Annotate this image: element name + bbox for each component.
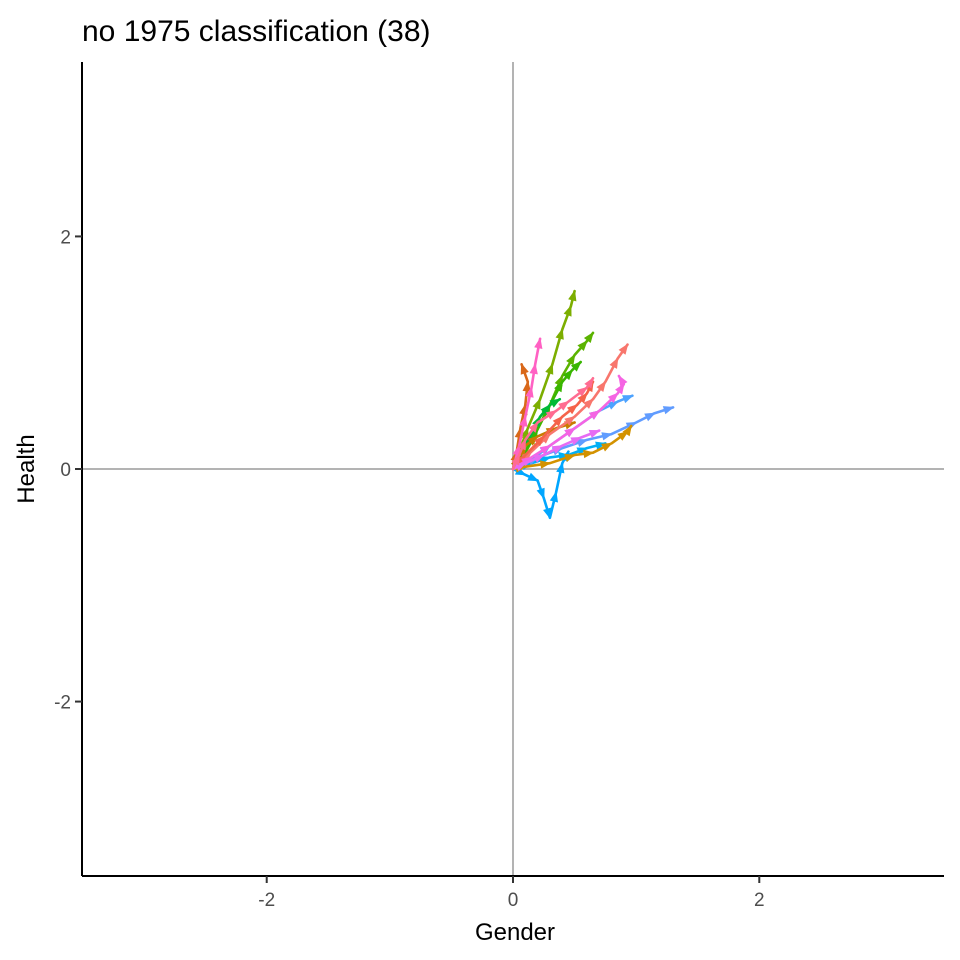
series-arrowhead bbox=[566, 353, 576, 366]
series-arrowhead bbox=[615, 382, 625, 395]
series-arrowhead bbox=[588, 410, 601, 420]
y-tick-label: -2 bbox=[54, 693, 71, 714]
series-arrowhead bbox=[517, 438, 526, 451]
series-arrowhead bbox=[662, 406, 675, 415]
series-arrowhead bbox=[563, 304, 572, 317]
series-arrowhead bbox=[520, 362, 529, 375]
series-arrowhead bbox=[576, 386, 589, 397]
series-arrowhead bbox=[583, 398, 594, 409]
series-arrowhead bbox=[564, 427, 576, 438]
series-arrowhead bbox=[622, 395, 634, 404]
series-arrowhead bbox=[549, 490, 558, 503]
series-arrowhead bbox=[539, 444, 552, 455]
series-arrowhead bbox=[564, 453, 576, 463]
series-14 bbox=[511, 337, 543, 471]
series-arrowhead bbox=[564, 415, 576, 426]
series-arrowhead bbox=[644, 412, 656, 422]
y-tick-label: 0 bbox=[60, 460, 71, 481]
series-arrowhead bbox=[618, 343, 629, 355]
series-arrowhead bbox=[570, 437, 582, 446]
series-arrowhead bbox=[609, 357, 619, 369]
series-arrowhead bbox=[519, 415, 528, 427]
x-axis-title: Gender bbox=[475, 919, 555, 946]
series-arrowhead bbox=[584, 377, 594, 389]
series-arrowhead bbox=[511, 453, 520, 466]
x-tick-label: 0 bbox=[508, 890, 519, 911]
series-arrowhead bbox=[568, 289, 577, 302]
series-arrowhead bbox=[577, 392, 588, 404]
series-arrowhead bbox=[545, 362, 554, 375]
series-arrowhead bbox=[607, 392, 619, 403]
series-arrowhead bbox=[558, 400, 570, 411]
series-arrowhead bbox=[583, 331, 594, 344]
y-axis-title: Health bbox=[13, 434, 40, 503]
series-arrowhead bbox=[543, 507, 552, 520]
series-arrowhead bbox=[552, 415, 564, 427]
series-arrowhead bbox=[534, 337, 543, 349]
series-arrowhead bbox=[551, 445, 564, 454]
series-12 bbox=[511, 343, 629, 471]
series-arrowhead bbox=[583, 449, 595, 459]
series-arrowhead bbox=[566, 404, 579, 415]
x-tick-label: 2 bbox=[754, 890, 765, 911]
series-arrowhead bbox=[601, 442, 613, 452]
series-arrowhead bbox=[570, 361, 582, 372]
chart-title: no 1975 classification (38) bbox=[82, 15, 431, 48]
series-arrowhead bbox=[522, 380, 531, 392]
series-arrowhead bbox=[554, 380, 563, 393]
series-arrowhead bbox=[618, 374, 628, 387]
series-arrowhead bbox=[533, 454, 546, 463]
series-arrowhead bbox=[520, 426, 529, 439]
series-arrowhead bbox=[534, 435, 545, 447]
series-arrowhead bbox=[601, 432, 613, 441]
series-arrowhead bbox=[617, 430, 629, 441]
series-arrowhead bbox=[555, 328, 564, 340]
series-1 bbox=[511, 289, 577, 471]
series-arrowhead bbox=[549, 398, 561, 408]
ticks: -2 0 2 -2 0 2 bbox=[54, 227, 764, 911]
series-arrowhead bbox=[596, 380, 607, 393]
x-tick-label: -2 bbox=[258, 890, 275, 911]
series-arrowhead bbox=[556, 461, 565, 474]
series-arrowhead bbox=[545, 410, 558, 420]
series-layer bbox=[510, 289, 675, 520]
series-arrowhead bbox=[532, 397, 541, 410]
series-arrowhead bbox=[529, 362, 538, 375]
series-17 bbox=[511, 377, 595, 471]
series-arrowhead bbox=[525, 386, 534, 398]
y-tick-label: 2 bbox=[60, 227, 71, 248]
series-arrowhead bbox=[622, 424, 632, 437]
series-arrowhead bbox=[527, 472, 539, 482]
series-arrowhead bbox=[539, 460, 552, 469]
series-arrowhead bbox=[540, 403, 551, 416]
series-arrowhead bbox=[577, 340, 588, 351]
series-arrowhead bbox=[528, 421, 539, 433]
series-arrowhead bbox=[576, 447, 589, 456]
series-arrowhead bbox=[562, 369, 573, 381]
series-arrowhead bbox=[576, 438, 589, 447]
series-arrowhead bbox=[588, 429, 601, 438]
series-arrowhead bbox=[536, 487, 545, 500]
